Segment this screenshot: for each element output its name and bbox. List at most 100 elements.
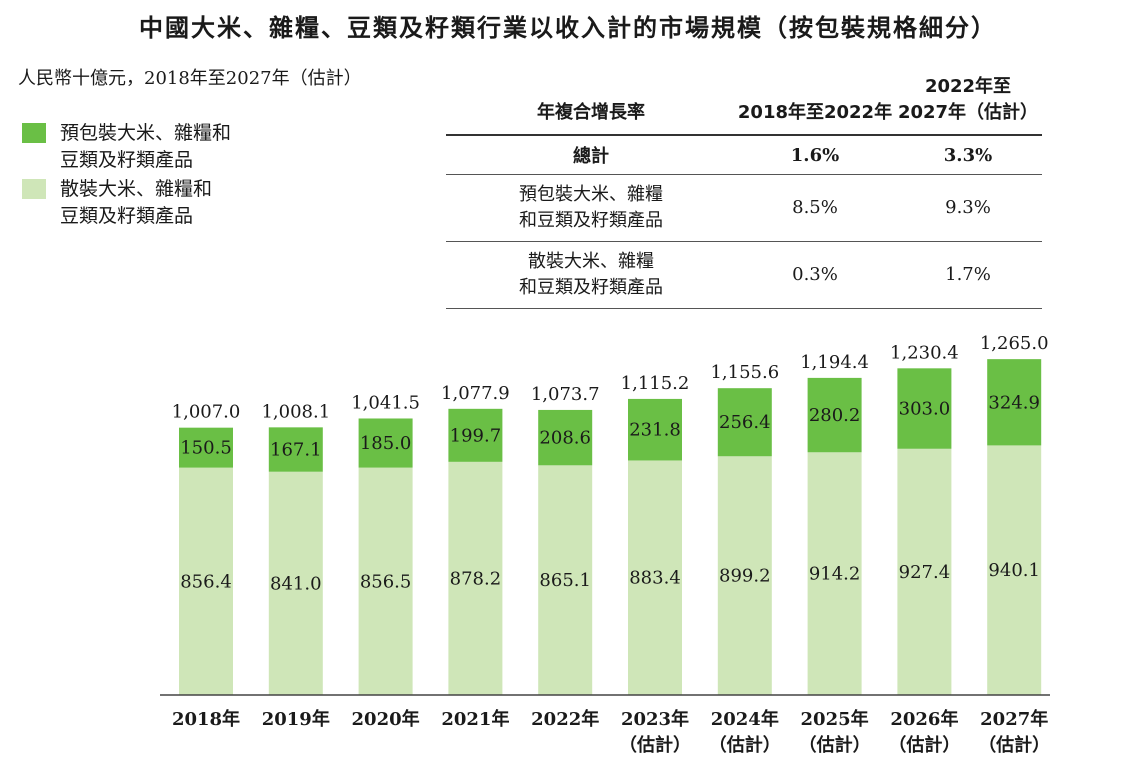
chart-title: 中國大米、雜糧、豆類及籽類行業以收入計的市場規模（按包裝規格細分） (139, 14, 997, 42)
cagr-row-label-line2: 和豆類及籽類產品 (519, 210, 663, 231)
bar-label-bulk: 927.4 (899, 562, 951, 583)
legend-label-packaged-line2: 豆類及籽類產品 (60, 149, 194, 171)
bar-packaged (628, 398, 682, 461)
bar-bulk (987, 445, 1042, 695)
cagr-row-value-col2: 9.3% (945, 197, 991, 218)
bar-bulk (538, 465, 593, 695)
cagr-header-col2-line2: 2027年（估計） (897, 102, 1039, 123)
bar-bulk (179, 467, 233, 695)
cagr-row-bulk: 散裝大米、雜糧 和豆類及籽類產品 0.3% 1.7% (446, 242, 1042, 309)
bar-packaged (538, 409, 593, 466)
bar-total-label: 1,265.0 (980, 333, 1049, 354)
bar-packaged (987, 359, 1042, 446)
bar-total-label: 1,230.4 (890, 342, 959, 363)
bar-total-label: 1,073.7 (531, 384, 600, 405)
bar-packaged (448, 408, 503, 462)
bar-label-packaged: 303.0 (899, 399, 951, 420)
bar-label-packaged: 256.4 (719, 412, 771, 433)
cagr-table: 年複合增長率 2018年至2022年 2022年至 2027年（估計） 總計 1… (446, 60, 1042, 309)
cagr-row-value-col2: 1.7% (945, 264, 991, 285)
cagr-row-label-line1: 散裝大米、雜糧 (528, 251, 654, 272)
cagr-row-value-col1: 1.6% (790, 144, 840, 166)
bar-packaged (807, 377, 862, 453)
x-tick-label: 2025年 (801, 708, 869, 730)
bar-packaged (897, 368, 952, 449)
legend: 預包裝大米、雜糧和 豆類及籽類產品 散裝大米、雜糧和 豆類及籽類產品 (22, 120, 280, 232)
bar-label-bulk: 883.4 (629, 568, 681, 589)
bar-label-bulk: 899.2 (719, 566, 771, 587)
bar-bulk (358, 467, 413, 695)
bar-label-bulk: 856.4 (180, 571, 232, 592)
x-tick-label: 2024年 (711, 708, 779, 730)
x-tick-label: 2027年 (980, 708, 1048, 730)
legend-label-packaged-line1: 預包裝大米、雜糧和 (60, 122, 232, 144)
bar-label-bulk: 940.1 (988, 560, 1040, 581)
bar-label-packaged: 185.0 (360, 433, 412, 454)
legend-label-bulk-line2: 豆類及籽類產品 (60, 205, 194, 227)
cagr-row-label-line2: 和豆類及籽類產品 (519, 277, 663, 298)
bar-label-packaged: 208.6 (539, 428, 591, 449)
bar-packaged (179, 427, 233, 468)
bar-total-label: 1,007.0 (172, 402, 241, 423)
bar-bulk (628, 460, 682, 695)
legend-item-packaged: 預包裝大米、雜糧和 豆類及籽類產品 (22, 120, 280, 174)
legend-item-bulk: 散裝大米、雜糧和 豆類及籽類產品 (22, 176, 280, 230)
x-tick-sublabel: （估計） (799, 734, 871, 756)
cagr-row-label: 總計 (573, 146, 609, 167)
cagr-row-value-col1: 0.3% (792, 264, 838, 285)
unit-label: 人民幣十億元，2018年至2027年（估計） (18, 68, 362, 89)
cagr-row-value-col1: 8.5% (792, 197, 838, 218)
legend-swatch-packaged (22, 123, 46, 143)
bar-total-label: 1,077.9 (441, 383, 510, 404)
bar-total-label: 1,194.4 (800, 352, 869, 373)
bar-label-packaged: 280.2 (809, 405, 861, 426)
cagr-header-col2-line1: 2022年至 (924, 76, 1012, 97)
x-tick-label: 2019年 (262, 708, 330, 730)
bar-bulk (448, 461, 503, 695)
bar-bulk (807, 452, 862, 695)
bar-total-label: 1,041.5 (351, 392, 420, 413)
bar-packaged (717, 388, 772, 457)
cagr-row-packaged: 預包裝大米、雜糧 和豆類及籽類產品 8.5% 9.3% (446, 175, 1042, 242)
legend-swatch-bulk (22, 179, 46, 199)
x-tick-label: 2020年 (352, 708, 420, 730)
bar-label-packaged: 150.5 (180, 438, 232, 459)
x-tick-label: 2018年 (172, 708, 240, 730)
x-tick-sublabel: （估計） (978, 734, 1050, 756)
cagr-row-value-col2: 3.3% (943, 144, 993, 166)
bar-packaged (358, 418, 413, 468)
bar-label-packaged: 167.1 (270, 440, 322, 461)
bar-total-label: 1,155.6 (710, 362, 779, 383)
x-tick-sublabel: （估計） (888, 734, 960, 756)
x-tick-label: 2023年 (621, 708, 689, 730)
x-tick-label: 2026年 (890, 708, 958, 730)
bar-label-bulk: 914.2 (809, 564, 861, 585)
x-tick-label: 2021年 (441, 708, 509, 730)
cagr-row-label-line1: 預包裝大米、雜糧 (519, 184, 663, 205)
x-tick-sublabel: （估計） (709, 734, 781, 756)
bar-total-label: 1,008.1 (261, 401, 330, 422)
bar-label-packaged: 324.9 (988, 392, 1040, 413)
x-tick-sublabel: （估計） (619, 734, 691, 756)
cagr-row-label: 預包裝大米、雜糧 和豆類及籽類產品 (446, 175, 736, 242)
bar-label-bulk: 865.1 (539, 570, 591, 591)
bar-label-bulk: 841.0 (270, 573, 322, 594)
x-tick-label: 2022年 (531, 708, 599, 730)
bar-bulk (717, 456, 772, 695)
bar-bulk (897, 448, 952, 695)
cagr-header-col1: 2018年至2022年 (737, 102, 893, 123)
cagr-header-row: 年複合增長率 2018年至2022年 2022年至 2027年（估計） (446, 60, 1042, 135)
cagr-row-label: 散裝大米、雜糧 和豆類及籽類產品 (446, 242, 736, 309)
legend-label-bulk-line1: 散裝大米、雜糧和 (60, 178, 213, 200)
cagr-row-total: 總計 1.6% 3.3% (446, 135, 1042, 175)
bar-bulk (268, 471, 323, 695)
bar-total-label: 1,115.2 (621, 373, 690, 394)
bar-label-packaged: 231.8 (629, 420, 681, 441)
cagr-header-col2: 2022年至 2027年（估計） (894, 60, 1042, 135)
bar-label-bulk: 856.5 (360, 571, 412, 592)
bar-label-bulk: 878.2 (450, 568, 502, 589)
bar-packaged (268, 427, 323, 472)
bar-label-packaged: 199.7 (450, 425, 502, 446)
cagr-header-label: 年複合增長率 (537, 102, 645, 123)
